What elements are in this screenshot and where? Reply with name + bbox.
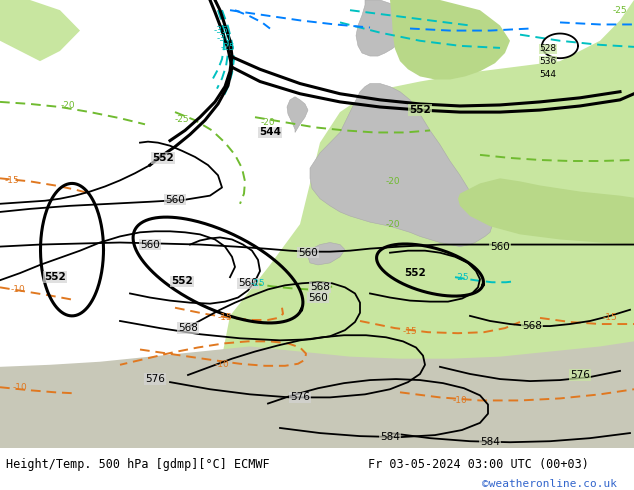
Text: -25: -25 xyxy=(175,115,190,123)
Text: ©weatheronline.co.uk: ©weatheronline.co.uk xyxy=(482,479,617,489)
Text: 568: 568 xyxy=(310,282,330,293)
Text: -20: -20 xyxy=(261,118,275,127)
Text: -15: -15 xyxy=(217,314,233,322)
Polygon shape xyxy=(390,0,510,79)
Text: 576: 576 xyxy=(290,392,310,402)
Text: 552: 552 xyxy=(152,153,174,163)
Text: 560: 560 xyxy=(308,293,328,302)
Text: 560: 560 xyxy=(140,240,160,249)
Text: -35: -35 xyxy=(214,26,228,35)
Text: 568: 568 xyxy=(522,321,542,331)
Text: -20: -20 xyxy=(61,101,75,110)
Text: 568: 568 xyxy=(178,323,198,333)
Text: -20: -20 xyxy=(385,177,400,186)
Text: 560: 560 xyxy=(238,278,258,288)
Polygon shape xyxy=(310,84,492,246)
Polygon shape xyxy=(287,97,308,132)
Text: 552: 552 xyxy=(171,276,193,286)
Text: 528: 528 xyxy=(540,45,557,53)
Text: 544: 544 xyxy=(259,127,281,138)
Text: -10: -10 xyxy=(13,383,27,392)
Polygon shape xyxy=(0,0,80,61)
Polygon shape xyxy=(308,243,345,265)
Text: 560: 560 xyxy=(298,248,318,258)
Polygon shape xyxy=(220,0,634,448)
Text: -15: -15 xyxy=(403,327,417,336)
Text: -10: -10 xyxy=(453,396,467,405)
Text: 560: 560 xyxy=(165,195,185,205)
Polygon shape xyxy=(0,342,634,448)
Polygon shape xyxy=(356,0,410,56)
Text: -15: -15 xyxy=(4,176,20,185)
Text: 544: 544 xyxy=(540,70,557,79)
Text: -10: -10 xyxy=(215,360,230,369)
Text: -20: -20 xyxy=(385,220,400,229)
Text: 584: 584 xyxy=(380,432,400,442)
Text: Height/Temp. 500 hPa [gdmp][°C] ECMWF: Height/Temp. 500 hPa [gdmp][°C] ECMWF xyxy=(6,458,270,471)
Text: -30: -30 xyxy=(217,34,231,43)
Text: -25: -25 xyxy=(612,6,627,15)
Text: -25: -25 xyxy=(221,44,235,52)
Text: -25: -25 xyxy=(455,272,469,282)
Text: 552: 552 xyxy=(404,268,426,278)
Text: 576: 576 xyxy=(145,374,165,384)
Text: -15: -15 xyxy=(603,314,618,322)
Text: 552: 552 xyxy=(409,105,431,115)
Text: Fr 03-05-2024 03:00 UTC (00+03): Fr 03-05-2024 03:00 UTC (00+03) xyxy=(368,458,588,471)
Text: -25: -25 xyxy=(250,279,265,288)
Text: -10: -10 xyxy=(11,285,25,294)
Text: 560: 560 xyxy=(490,242,510,251)
Text: 576: 576 xyxy=(570,370,590,380)
Text: 584: 584 xyxy=(480,437,500,447)
Text: 536: 536 xyxy=(540,57,557,66)
Polygon shape xyxy=(458,178,634,245)
Text: 552: 552 xyxy=(44,272,66,282)
